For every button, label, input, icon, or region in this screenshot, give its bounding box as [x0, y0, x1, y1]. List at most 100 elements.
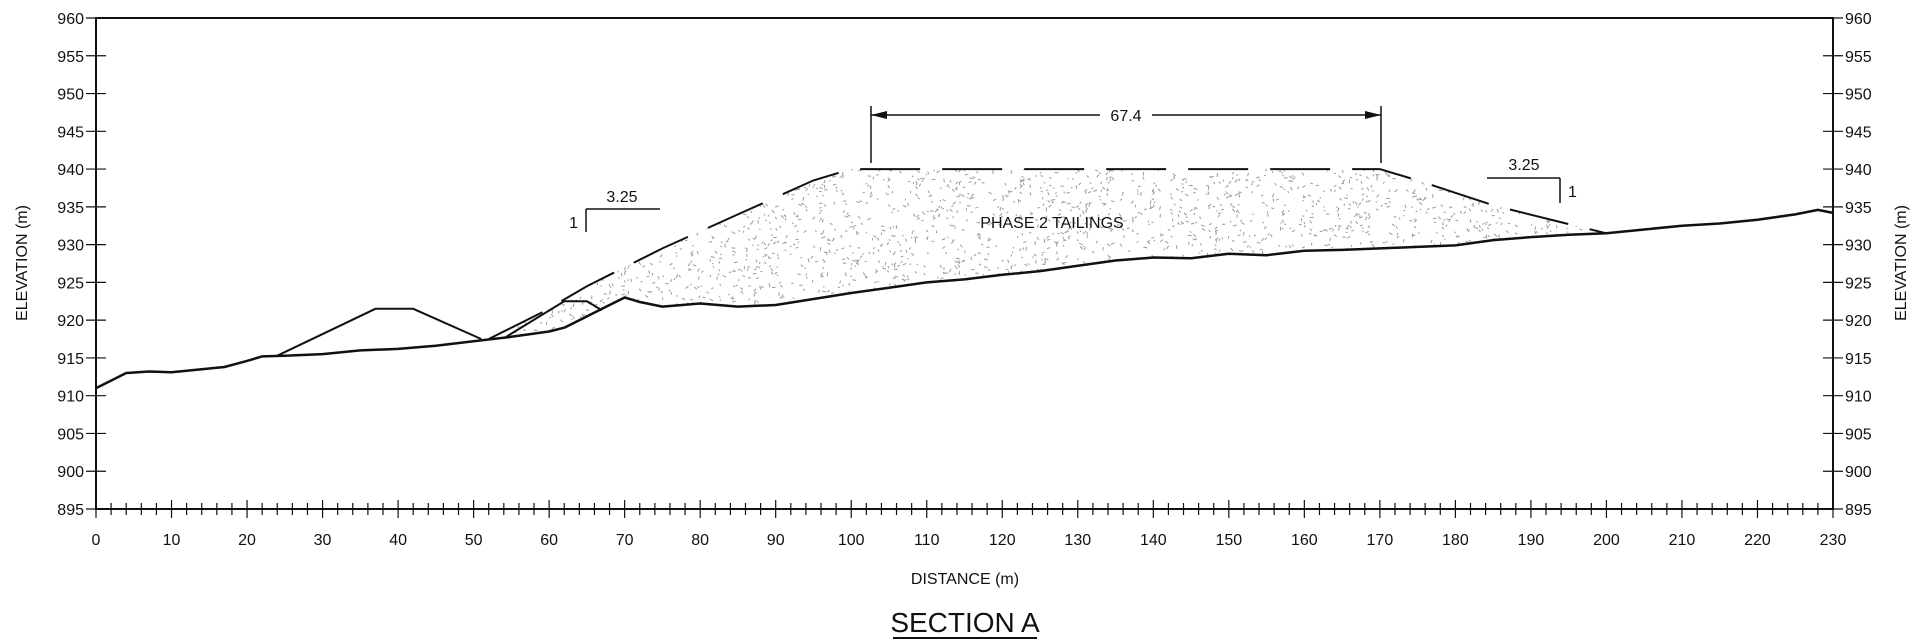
stipple-mark	[764, 253, 767, 257]
stipple-mark	[573, 333, 576, 337]
stipple-mark	[965, 208, 968, 211]
stipple-mark	[1481, 228, 1484, 231]
stipple-mark	[987, 314, 990, 318]
stipple-mark	[701, 324, 705, 329]
stipple-mark	[641, 187, 645, 191]
stipple-mark	[1119, 345, 1121, 346]
stipple-mark	[1062, 236, 1065, 239]
stipple-mark	[642, 265, 646, 268]
stipple-mark	[1289, 254, 1292, 259]
stipple-mark	[954, 225, 956, 229]
stipple-mark	[1030, 211, 1032, 215]
stipple-mark	[1500, 294, 1503, 297]
stipple-mark	[527, 265, 531, 269]
stipple-mark	[1184, 193, 1189, 197]
stipple-mark	[516, 254, 519, 257]
stipple-mark	[997, 326, 1000, 330]
stipple-mark	[1097, 214, 1100, 217]
stipple-mark	[670, 278, 673, 282]
stipple-mark	[1502, 189, 1506, 192]
stipple-mark	[933, 218, 935, 221]
stipple-mark	[702, 337, 705, 339]
stipple-mark	[1143, 208, 1147, 211]
stipple-mark	[573, 344, 575, 346]
stipple-mark	[495, 276, 498, 279]
stipple-mark	[795, 304, 800, 307]
x-tick-label: 170	[1367, 532, 1394, 549]
stipple-mark	[1256, 241, 1261, 244]
stipple-mark	[1013, 283, 1017, 288]
stipple-mark	[895, 225, 898, 229]
x-tick-label: 60	[540, 532, 558, 549]
stipple-mark	[1464, 246, 1467, 249]
stipple-mark	[1046, 258, 1049, 261]
stipple-mark	[877, 249, 880, 252]
stipple-mark	[576, 269, 579, 272]
stipple-mark	[1458, 328, 1461, 332]
stipple-mark	[1502, 247, 1505, 250]
stipple-mark	[776, 240, 780, 244]
stipple-mark	[1014, 186, 1017, 190]
stipple-mark	[1222, 291, 1226, 295]
stipple-mark	[992, 314, 996, 317]
stipple-mark	[972, 284, 977, 287]
stipple-mark	[1407, 331, 1411, 335]
stipple-mark	[1312, 200, 1315, 204]
stipple-mark	[954, 343, 957, 345]
stipple-mark	[744, 247, 748, 250]
stipple-mark	[1322, 346, 1324, 347]
stipple-mark	[1231, 345, 1233, 347]
stipple-mark	[906, 295, 909, 299]
stipple-mark	[1125, 266, 1128, 269]
stipple-mark	[1061, 262, 1065, 266]
stipple-mark	[870, 291, 873, 294]
stipple-mark	[917, 170, 921, 173]
stipple-mark	[496, 326, 499, 331]
stipple-mark	[927, 190, 930, 194]
stipple-mark	[996, 327, 999, 331]
stipple-mark	[505, 259, 510, 263]
stipple-mark	[767, 243, 770, 246]
stipple-mark	[560, 167, 561, 168]
stipple-mark	[646, 244, 651, 248]
stipple-mark	[1382, 338, 1387, 339]
stipple-mark	[493, 231, 496, 235]
stipple-mark	[1207, 279, 1209, 283]
stipple-mark	[593, 261, 597, 263]
stipple-mark	[1193, 212, 1196, 216]
stipple-mark	[1513, 321, 1517, 324]
stipple-mark	[552, 169, 555, 170]
stipple-mark	[1376, 194, 1380, 198]
stipple-mark	[578, 249, 581, 252]
stipple-mark	[1468, 278, 1472, 282]
stipple-mark	[829, 346, 830, 348]
stipple-mark	[499, 256, 503, 260]
stipple-mark	[1066, 230, 1069, 233]
stipple-mark	[1466, 228, 1469, 233]
stipple-mark	[685, 239, 688, 242]
stipple-mark	[628, 244, 632, 249]
stipple-mark	[842, 200, 847, 202]
stipple-mark	[529, 340, 532, 341]
stipple-mark	[1004, 182, 1007, 186]
stipple-mark	[1446, 218, 1451, 221]
stipple-mark	[1350, 225, 1352, 229]
stipple-mark	[1127, 340, 1129, 342]
stipple-mark	[1483, 305, 1487, 308]
stipple-mark	[1111, 176, 1115, 181]
stipple-mark	[1224, 317, 1227, 320]
stipple-mark	[1603, 210, 1606, 213]
stipple-mark	[1152, 204, 1155, 208]
stipple-mark	[909, 263, 912, 266]
stipple-mark	[1169, 178, 1174, 182]
stipple-mark	[1289, 227, 1292, 230]
stipple-mark	[1330, 307, 1334, 312]
stipple-mark	[1475, 309, 1478, 313]
stipple-mark	[946, 349, 948, 352]
stipple-mark	[1483, 301, 1487, 304]
stipple-mark	[1049, 176, 1052, 179]
stipple-mark	[921, 335, 925, 338]
stipple-mark	[1054, 192, 1057, 195]
stipple-mark	[565, 175, 567, 178]
stipple-mark	[590, 227, 593, 230]
